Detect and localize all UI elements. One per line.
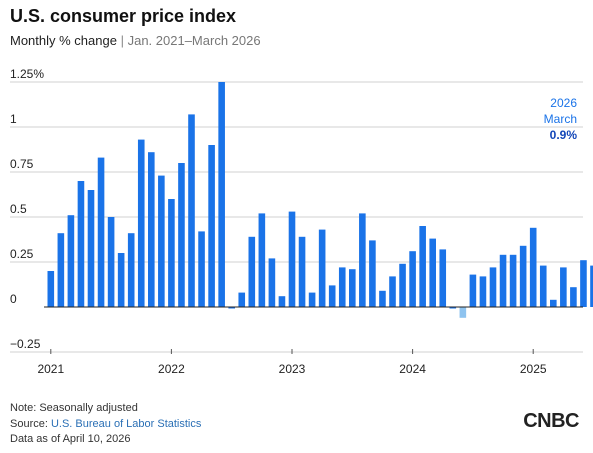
bar — [328, 285, 336, 307]
bar — [399, 263, 406, 307]
y-tick-label: 0 — [10, 292, 17, 306]
annotation-value: 0.9% — [550, 128, 578, 142]
bar — [168, 199, 175, 307]
bar — [158, 175, 165, 307]
bar — [268, 258, 276, 307]
bar — [148, 152, 155, 307]
x-tick-label: 2022 — [158, 362, 185, 376]
bar — [57, 233, 65, 307]
bar — [228, 307, 235, 309]
bar — [349, 269, 356, 307]
bar — [107, 217, 115, 307]
bar — [359, 213, 366, 307]
bar — [469, 274, 477, 307]
subtitle-separator: | — [120, 33, 124, 48]
bar — [580, 260, 587, 307]
bar — [137, 139, 145, 307]
bar — [97, 157, 105, 307]
x-tick-label: 2023 — [279, 362, 306, 376]
bar — [77, 181, 85, 307]
bar — [389, 276, 396, 307]
bar — [258, 213, 266, 307]
bar — [87, 190, 95, 307]
y-tick-label: 0.5 — [10, 202, 27, 216]
bar — [439, 249, 447, 307]
x-tick-label: 2024 — [399, 362, 426, 376]
cpi-bar-chart: −0.25 0 0.25 0.5 0.75 1 1.25% 2021 2022 2023 2024 2… — [10, 67, 593, 376]
bar — [369, 240, 376, 307]
bar — [459, 307, 467, 318]
bar — [338, 267, 346, 307]
bar — [550, 299, 557, 307]
y-tick-label: 1.25% — [10, 67, 44, 81]
bar — [560, 267, 567, 307]
bar — [570, 287, 577, 307]
bar — [429, 238, 436, 307]
chart-subtitle: Monthly % change | Jan. 2021–March 2026 — [10, 33, 261, 48]
bar — [419, 226, 426, 307]
footer-note: Note: Seasonally adjusted — [10, 402, 138, 414]
bar — [308, 292, 316, 307]
bar — [479, 276, 487, 307]
bar — [218, 82, 225, 307]
bar — [288, 211, 296, 307]
bar — [47, 271, 55, 307]
bar — [409, 251, 416, 307]
annotation-month: March — [544, 112, 577, 126]
bar — [67, 215, 75, 307]
bar — [509, 254, 517, 307]
page-title: U.S. consumer price index — [10, 6, 237, 26]
bar — [248, 236, 256, 307]
bar — [117, 253, 125, 307]
footer-source: Source: U.S. Bureau of Labor Statistics — [10, 418, 201, 430]
bar — [539, 265, 547, 307]
annotation-year: 2026 — [550, 96, 577, 110]
y-tick-label: 0.75 — [10, 157, 34, 171]
bar — [238, 292, 246, 307]
bar — [529, 227, 537, 307]
source-link[interactable]: U.S. Bureau of Labor Statistics — [50, 418, 202, 430]
bar — [590, 265, 593, 307]
bar — [198, 231, 205, 307]
bar — [208, 145, 215, 307]
bar — [449, 307, 457, 309]
x-tick-label: 2025 — [520, 362, 547, 376]
bar — [298, 236, 306, 307]
y-tick-label: 0.25 — [10, 247, 34, 261]
bar — [127, 233, 135, 307]
bar — [489, 267, 497, 307]
bar — [499, 254, 507, 307]
cnbc-logo: CNBC — [523, 410, 579, 432]
y-tick-label: −0.25 — [10, 337, 41, 351]
source-prefix: Source: — [10, 418, 51, 430]
footer-asof: Data as of April 10, 2026 — [10, 433, 131, 445]
bar — [519, 245, 527, 307]
bar — [379, 290, 386, 307]
y-tick-label: 1 — [10, 112, 17, 126]
bar — [188, 114, 195, 308]
bar — [318, 229, 326, 307]
subtitle-range: Jan. 2021–March 2026 — [127, 33, 261, 48]
subtitle-main: Monthly % change — [10, 33, 117, 48]
bar — [278, 296, 286, 307]
bar — [178, 163, 185, 307]
x-tick-label: 2021 — [37, 362, 64, 376]
